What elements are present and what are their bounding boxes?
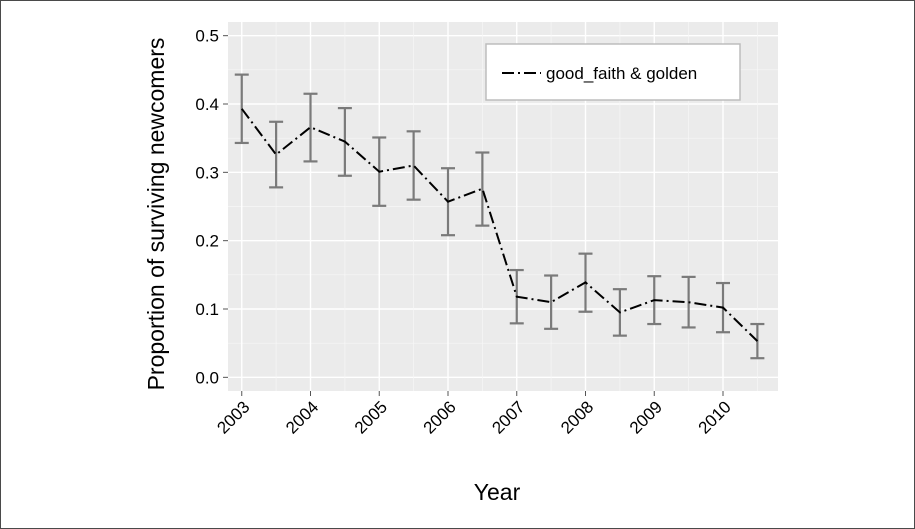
x-tick-label: 2009	[626, 397, 666, 437]
error-bar	[406, 130, 421, 201]
error-bar	[269, 120, 284, 189]
x-tick-label: 2005	[351, 397, 391, 437]
y-tick-label: 0.3	[195, 163, 219, 182]
x-axis-title: Year	[474, 479, 521, 505]
y-tick-label: 0.2	[195, 232, 219, 251]
y-axis-title: Proportion of surviving newcomers	[143, 38, 169, 391]
y-axis-ticks: 0.0 0.1 0.2 0.3 0.4 0.5	[195, 27, 228, 387]
y-tick-label: 0.0	[195, 368, 219, 387]
y-tick-label: 0.4	[195, 95, 219, 114]
x-tick-label: 2004	[282, 397, 322, 437]
x-tick-label: 2010	[695, 397, 735, 437]
error-bar	[303, 92, 318, 163]
series-line	[240, 108, 759, 342]
x-tick-label: 2003	[213, 397, 253, 437]
error-bars	[234, 73, 765, 360]
legend-label: good_faith & golden	[546, 64, 697, 83]
error-bar	[234, 73, 249, 145]
x-tick-label: 2008	[557, 397, 597, 437]
x-tick-label: 2007	[488, 397, 528, 437]
error-bar	[544, 274, 559, 330]
y-tick-label: 0.5	[195, 27, 219, 46]
legend: good_faith & golden	[485, 43, 741, 101]
y-tick-label: 0.1	[195, 300, 219, 319]
x-axis-ticks: 2003 2004 2005 2006 2007 2008 2009 2010	[213, 391, 735, 438]
error-bar	[475, 151, 490, 227]
x-tick-label: 2006	[420, 397, 460, 437]
